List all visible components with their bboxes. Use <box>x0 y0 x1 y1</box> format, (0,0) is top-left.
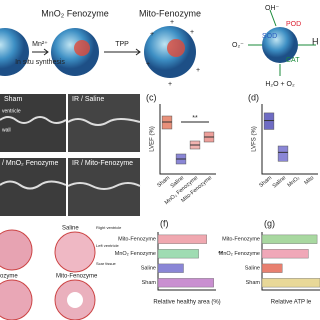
annotation: ** <box>192 115 198 122</box>
bar <box>157 278 214 288</box>
echo: Sham IR / Saline / MnO₂ Fenozyme IR / Mi… <box>0 94 141 216</box>
charge: + <box>190 29 194 36</box>
charge: + <box>196 67 200 74</box>
y-tick-label: Sham <box>142 280 157 286</box>
axis-label: Relative healthy area (%) <box>153 300 220 306</box>
y-tick-label: MnO₂ Fenozyme <box>219 251 260 257</box>
y-tick-label: Saline <box>245 266 260 272</box>
bar <box>157 249 199 259</box>
annotation: ** <box>218 251 223 257</box>
axis-label: LVEF (%) <box>150 126 156 152</box>
label: wall <box>2 127 11 133</box>
heart-section <box>54 231 96 273</box>
panel-label: (g) <box>264 218 275 228</box>
sphere <box>0 28 29 76</box>
lumen <box>67 292 83 308</box>
core <box>167 39 185 57</box>
box <box>263 112 275 130</box>
arrow <box>32 48 141 56</box>
heart-section <box>0 229 33 271</box>
bar <box>261 234 318 244</box>
echo-image <box>0 158 66 216</box>
x-tick-label: Saline <box>272 175 288 189</box>
y-tick-label: MnO₂ Fenozyme <box>115 251 156 257</box>
axis <box>261 104 318 175</box>
y-tick-label: Saline <box>141 266 156 272</box>
arrow <box>248 9 316 76</box>
sphere <box>51 28 99 76</box>
label: Sham <box>4 96 22 103</box>
echo-trace <box>0 116 141 190</box>
label: Mn²⁺ <box>32 41 48 48</box>
label: O₂⁻ <box>232 42 244 49</box>
bar <box>157 263 184 273</box>
label: / MnO₂ Fenozyme <box>2 160 59 167</box>
core <box>74 40 90 56</box>
axis-label: LVFS (%) <box>252 126 258 152</box>
x-tick-label: Sham <box>156 175 171 189</box>
label: MnO₂ Fenozyme <box>41 8 109 18</box>
mechanism: OH⁻ O₂⁻ SOD POD CAT H₂O + O₂ H <box>232 5 319 88</box>
label: POD <box>286 21 301 28</box>
bar <box>261 249 309 259</box>
panel-label: (d) <box>248 92 259 102</box>
label: Mito-Fenozyme <box>139 8 201 18</box>
box <box>277 145 289 162</box>
label: H₂O + O₂ <box>265 81 295 88</box>
panel-label: (f) <box>160 218 169 228</box>
echo-image <box>68 158 140 216</box>
heart-section <box>0 279 33 320</box>
y-tick-label: Mito-Fenozyme <box>118 237 156 243</box>
x-tick-label: Mito <box>303 175 315 186</box>
label: ozyme <box>0 274 18 280</box>
bar <box>157 234 207 244</box>
scheme: MnO₂ Fenozyme Mito-Fenozyme Mn²⁺ In situ… <box>0 8 201 88</box>
label: Mito-Fenozyme <box>56 274 98 280</box>
axis <box>159 104 216 175</box>
x-tick-label: MnO₂ <box>287 175 302 189</box>
label: Left ventricle <box>96 243 119 248</box>
x-tick-label: Sham <box>258 175 273 189</box>
label: CAT <box>286 57 300 64</box>
bar <box>261 263 283 273</box>
hearts: Saline Right ventricle Left ventricle Sc… <box>0 225 122 320</box>
charge: + <box>170 19 174 26</box>
label: H <box>312 36 319 46</box>
label: OH⁻ <box>265 5 280 12</box>
label: ventricle <box>2 108 21 114</box>
sphere <box>262 27 298 63</box>
label: SOD <box>262 33 277 40</box>
label: Right ventricle <box>96 225 122 230</box>
label: IR / Mito-Fenozyme <box>72 160 133 167</box>
label: Scar tissue <box>96 261 117 266</box>
label: IR / Saline <box>72 96 104 103</box>
axis-label: Relative ATP le <box>271 300 312 306</box>
bar <box>261 278 320 288</box>
charge: + <box>168 81 172 88</box>
charge: + <box>150 31 154 38</box>
label: In situ synthesis <box>15 59 65 66</box>
label: TPP <box>115 41 129 48</box>
panel-label: (c) <box>146 92 157 102</box>
y-tick-label: Mito-Fenozyme <box>222 237 260 243</box>
charge: + <box>146 61 150 68</box>
label: Saline <box>62 226 79 232</box>
y-tick-label: Sham <box>246 280 261 286</box>
